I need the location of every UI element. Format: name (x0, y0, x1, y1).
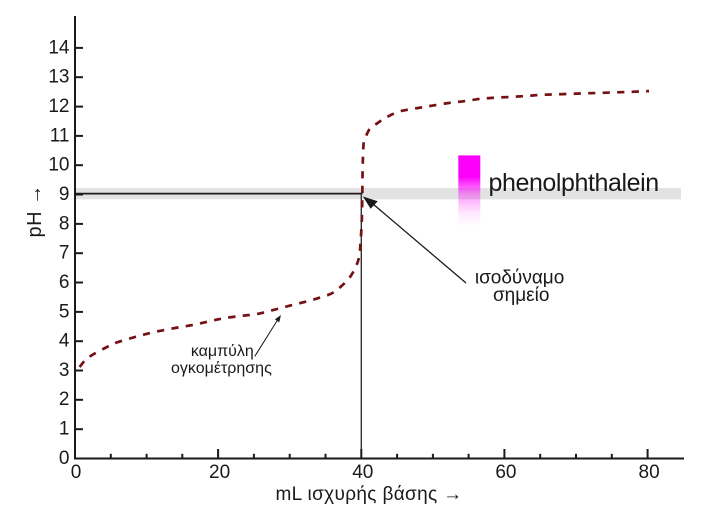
svg-text:40: 40 (352, 462, 373, 483)
svg-text:6: 6 (59, 272, 70, 293)
svg-text:mL ισχυρής βάσης →: mL ισχυρής βάσης → (276, 484, 463, 505)
svg-text:14: 14 (48, 37, 70, 58)
svg-text:0: 0 (59, 448, 70, 469)
svg-text:7: 7 (59, 243, 70, 264)
svg-text:20: 20 (209, 462, 230, 483)
svg-text:1: 1 (59, 419, 70, 440)
svg-text:11: 11 (50, 125, 70, 146)
svg-text:pH →: pH → (24, 184, 46, 237)
svg-text:ογκομέτρησης: ογκομέτρησης (171, 360, 272, 377)
svg-text:5: 5 (59, 301, 70, 322)
svg-text:phenolphthalein: phenolphthalein (489, 169, 659, 197)
svg-text:σημείο: σημείο (493, 285, 550, 306)
svg-text:2: 2 (59, 389, 70, 410)
svg-text:4: 4 (59, 331, 70, 352)
svg-text:13: 13 (48, 67, 69, 88)
svg-text:8: 8 (59, 213, 70, 234)
svg-text:3: 3 (59, 360, 70, 381)
svg-text:10: 10 (48, 155, 69, 176)
svg-text:60: 60 (495, 462, 516, 483)
svg-text:80: 80 (639, 462, 660, 483)
svg-text:9: 9 (59, 184, 70, 205)
svg-text:καμπύλη: καμπύλη (191, 343, 254, 360)
svg-text:ισοδύναμο: ισοδύναμο (475, 268, 564, 289)
svg-text:12: 12 (48, 96, 69, 117)
svg-text:0: 0 (71, 462, 82, 483)
